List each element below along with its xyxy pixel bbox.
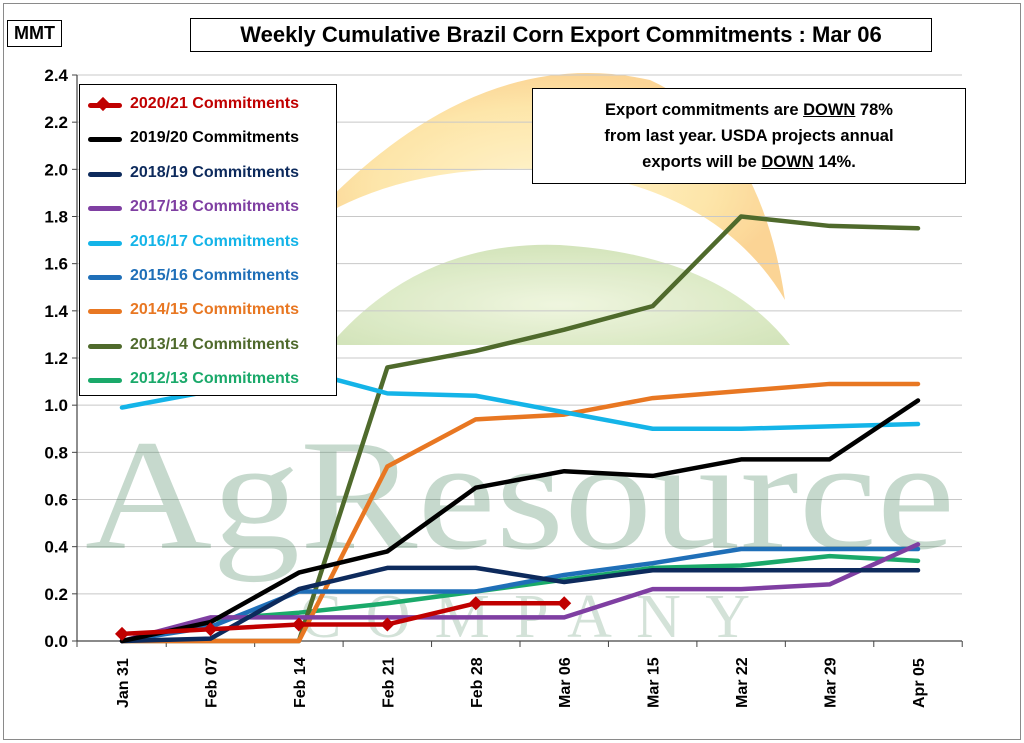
series-line	[119, 546, 921, 644]
legend-swatch	[88, 378, 122, 384]
legend-item: 2019/20 Commitments	[80, 121, 336, 155]
legend-item: 2013/14 Commitments	[80, 328, 336, 362]
x-tick-label: Apr 05	[911, 658, 928, 708]
legend-label: 2019/20 Commitments	[130, 129, 299, 147]
legend-item: 2020/21 Commitments	[80, 87, 336, 121]
legend-item: 2018/19 Commitments	[80, 156, 336, 190]
data-point-marker	[291, 617, 306, 632]
watermark-text: AgResource	[85, 408, 955, 583]
y-tick-label: 2.2	[44, 113, 68, 132]
data-point-marker	[380, 617, 395, 632]
y-tick-label: 2.4	[44, 66, 68, 85]
chart-title: Weekly Cumulative Brazil Corn Export Com…	[190, 18, 932, 52]
legend-item: 2016/17 Commitments	[80, 225, 336, 259]
series-2017-18	[119, 542, 921, 644]
legend-swatch	[88, 137, 122, 143]
data-point-marker	[468, 596, 483, 611]
legend: 2020/21 Commitments 2019/20 Commitments 20…	[79, 84, 337, 396]
annotation-line-3: exports will be DOWN 14%.	[642, 153, 856, 171]
x-tick-label: Mar 22	[734, 657, 751, 708]
y-tick-label: 1.4	[44, 302, 68, 321]
x-tick-labels: Jan 31 Feb 07 Feb 14 Feb 21 Feb 28 Mar 06 Mar …	[115, 657, 928, 708]
series-2018-19	[119, 565, 921, 644]
legend-item: 2017/18 Commitments	[80, 190, 336, 224]
annotation-line-1: Export commitments are DOWN 78%	[605, 101, 893, 119]
legend-label: 2015/16 Commitments	[130, 267, 299, 284]
legend-label: 2020/21 Commitments	[130, 95, 299, 112]
annotation-line-2: from last year. USDA projects annual	[604, 127, 894, 145]
legend-swatch	[88, 343, 122, 349]
legend-label: 2018/19 Commitments	[130, 163, 299, 181]
y-tick-label: 1.0	[44, 396, 68, 415]
legend-label: 2013/14 Commitments	[130, 335, 299, 353]
x-tick-label: Feb 14	[292, 657, 309, 708]
legend-item: 2014/15 Commitments	[80, 293, 336, 327]
x-tick-label: Mar 06	[557, 657, 574, 708]
series-line	[119, 565, 921, 644]
x-tick-label: Feb 21	[380, 657, 397, 708]
series-2020-21	[115, 596, 572, 641]
x-tick-label: Jan 31	[115, 658, 132, 708]
x-tick-label: Mar 15	[646, 657, 663, 708]
y-tick-label: 0.2	[44, 585, 68, 604]
y-tick-label: 0.6	[44, 491, 68, 510]
y-tick-label: 0.0	[44, 632, 68, 651]
legend-swatch	[88, 206, 122, 212]
series-layer	[115, 214, 921, 644]
legend-item: 2015/16 Commitments	[80, 259, 336, 293]
legend-marker	[95, 96, 111, 112]
data-point-marker	[115, 626, 129, 641]
legend-label: 2014/15 Commitments	[130, 301, 299, 319]
data-point-marker	[203, 622, 218, 637]
y-tick-label: 0.8	[44, 443, 68, 462]
x-tick-label: Feb 28	[469, 657, 486, 708]
legend-label: 2017/18 Commitments	[130, 198, 299, 216]
series-line	[119, 601, 567, 637]
series-line	[119, 542, 921, 644]
y-tick-label: 1.6	[44, 255, 68, 274]
y-tick-labels: 0.0 0.2 0.4 0.6 0.8 1.0 1.2 1.4 1.6 1.8 2.0 2.2 2.4	[44, 66, 68, 651]
legend-swatch	[88, 240, 122, 246]
series-2015-16	[119, 546, 921, 644]
series-2014-15	[119, 381, 921, 644]
legend-swatch	[88, 275, 122, 280]
series-line	[119, 381, 921, 644]
legend-swatch	[88, 171, 122, 177]
series-line	[119, 398, 921, 644]
y-tick-label: 1.8	[44, 208, 68, 227]
y-axis-unit-label: MMT	[7, 20, 62, 47]
data-point-marker	[557, 596, 572, 611]
y-tick-label: 0.4	[44, 538, 68, 557]
legend-label: 2016/17 Commitments	[130, 232, 299, 250]
x-tick-label: Feb 07	[203, 657, 220, 708]
legend-label: 2012/13 Commitments	[130, 370, 299, 388]
y-tick-label: 1.2	[44, 349, 68, 368]
x-tick-label: Mar 29	[823, 657, 840, 708]
legend-swatch	[88, 309, 122, 315]
legend-item: 2012/13 Commitments	[80, 362, 336, 396]
annotation-box: Export commitments are DOWN 78% from las…	[532, 88, 966, 184]
y-tick-label: 2.0	[44, 160, 68, 179]
series-2019-20	[119, 398, 921, 644]
